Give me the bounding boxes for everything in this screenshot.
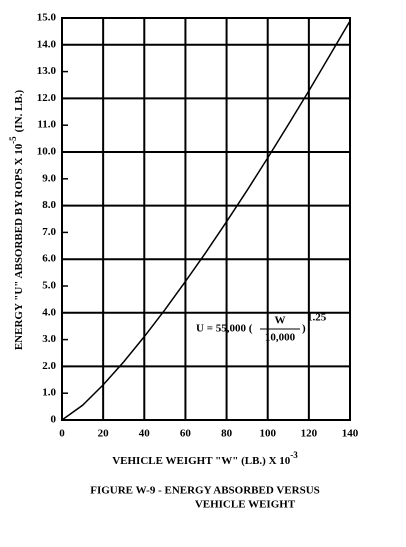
y-axis-label: ENERGY "U" ABSORBED BY ROPS X 10-5 (IN. L… bbox=[8, 89, 24, 350]
y-tick-label: 13.0 bbox=[37, 65, 57, 77]
curve bbox=[61, 20, 351, 421]
x-tick-label: 0 bbox=[59, 428, 65, 440]
y-tick-label: 12.0 bbox=[37, 92, 57, 104]
y-tick-label: 15.0 bbox=[37, 12, 57, 24]
y-label-unit: (IN. LB.) bbox=[13, 89, 25, 132]
annotation: U = 55,000 ( W 10,000 ) 1.25 bbox=[196, 312, 327, 344]
x-axis-label: VEHICLE WEIGHT "W" (LB.) X 10-3 bbox=[112, 450, 298, 466]
y-label-text: ENERGY "U" ABSORBED BY ROPS X 10 bbox=[13, 143, 25, 350]
y-tick-label: 6.0 bbox=[42, 253, 56, 265]
y-tick-label: 9.0 bbox=[42, 172, 56, 184]
y-tick-label: 5.0 bbox=[42, 280, 56, 292]
y-tick-label: 8.0 bbox=[42, 199, 56, 211]
x-label-exponent: -3 bbox=[290, 450, 298, 460]
x-tick-label: 140 bbox=[342, 428, 359, 440]
x-label-text: VEHICLE WEIGHT "W" (LB.) X 10 bbox=[112, 455, 291, 467]
x-tick-label: 100 bbox=[259, 428, 276, 440]
x-tick-label: 120 bbox=[301, 428, 318, 440]
y-tick-label: 3.0 bbox=[42, 333, 56, 345]
y-tick-label: 10.0 bbox=[37, 146, 57, 158]
plot-frame bbox=[61, 17, 351, 421]
y-tick-label: 1.0 bbox=[42, 387, 56, 399]
x-tick-label: 20 bbox=[98, 428, 110, 440]
y-tick-label: 2.0 bbox=[42, 360, 56, 372]
y-label-exponent: -5 bbox=[8, 136, 18, 144]
y-tick-label: 14.0 bbox=[37, 38, 57, 50]
x-tick-label: 80 bbox=[221, 428, 233, 440]
y-tick-label: 7.0 bbox=[42, 226, 56, 238]
annotation-close: ) bbox=[302, 323, 306, 335]
y-tick-label: 4.0 bbox=[42, 306, 56, 318]
annotation-lead: U = 55,000 ( bbox=[196, 323, 253, 335]
x-tick-label: 40 bbox=[139, 428, 151, 440]
y-tick-label: 0 bbox=[51, 414, 57, 426]
annotation-numerator: W bbox=[275, 315, 286, 327]
x-tick-label: 60 bbox=[180, 428, 192, 440]
y-tick-label: 11.0 bbox=[37, 119, 56, 131]
annotation-denominator: 10,000 bbox=[265, 332, 296, 344]
caption: VEHICLE WEIGHT bbox=[195, 499, 296, 511]
annotation-exponent: 1.25 bbox=[307, 312, 327, 324]
caption: FIGURE W-9 - ENERGY ABSORBED VERSUS bbox=[90, 485, 320, 497]
